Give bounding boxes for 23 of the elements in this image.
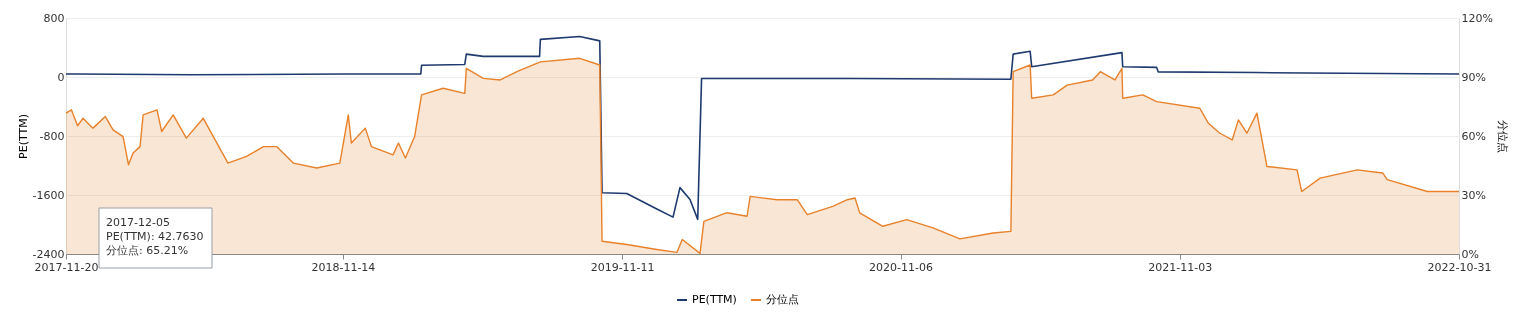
x-tick-label: 2022-10-31 bbox=[1427, 260, 1492, 274]
y2-tick-label: 30% bbox=[1461, 188, 1486, 202]
x-tick-label: 2018-11-14 bbox=[311, 260, 376, 274]
y2-tick-label: 120% bbox=[1461, 11, 1493, 25]
legend-label: PE(TTM) bbox=[692, 293, 737, 306]
y-tick-label: 800 bbox=[43, 11, 65, 25]
x-tick-label: 2020-11-06 bbox=[869, 260, 934, 274]
annotation: 2017-12-05 bbox=[106, 216, 170, 229]
annotation: 分位点: 65.21% bbox=[106, 244, 189, 257]
y-axis-title: PE(TTM) bbox=[16, 114, 30, 159]
x-tick-label: 2019-11-11 bbox=[590, 260, 655, 274]
legend-label: 分位点 bbox=[766, 293, 799, 306]
y2-tick-label: 0% bbox=[1461, 247, 1479, 261]
y-tick-label: -1600 bbox=[32, 188, 65, 202]
y2-tick-label: 60% bbox=[1461, 129, 1486, 143]
x-tick-label: 2021-11-03 bbox=[1148, 260, 1213, 274]
x-tick-label: 2017-11-20 bbox=[34, 260, 99, 274]
annotation: PE(TTM): 42.7630 bbox=[106, 230, 204, 243]
y-tick-label: -800 bbox=[39, 129, 65, 143]
y2-axis-title: 分位点 bbox=[1495, 120, 1509, 153]
y2-tick-label: 90% bbox=[1461, 70, 1486, 84]
y-tick-label: -2400 bbox=[32, 247, 65, 261]
y-tick-label: 0 bbox=[57, 70, 65, 84]
